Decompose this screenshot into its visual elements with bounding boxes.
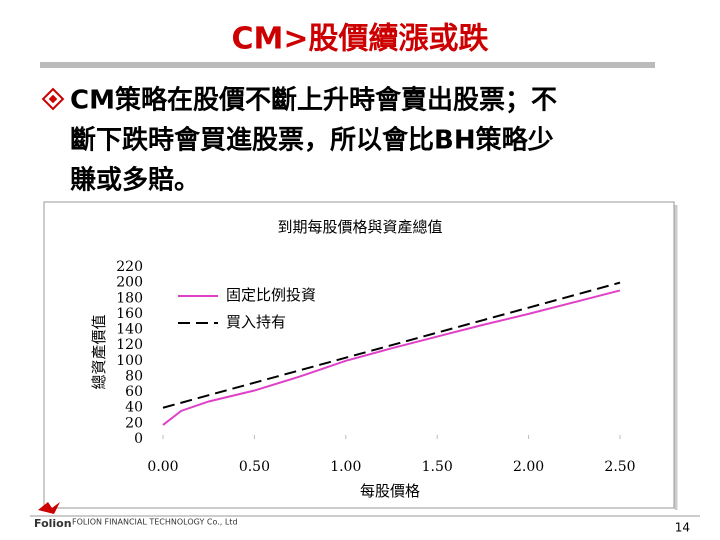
y-tick-label: 40 [125, 400, 143, 416]
y-tick-label: 140 [116, 322, 143, 338]
y-tick-label: 80 [125, 368, 143, 384]
y-tick-label: 220 [116, 259, 143, 275]
chart-title: 到期每股價格與資產總值 [277, 218, 442, 236]
x-tick-label: 1.50 [422, 459, 453, 475]
legend-label: 固定比例投資 [226, 286, 316, 304]
y-tick-label: 60 [125, 384, 143, 400]
x-tick-label: 2.50 [604, 459, 635, 475]
y-tick-label: 0 [134, 431, 143, 447]
company-name: FOLION FINANCIAL TECHNOLOGY Co., Ltd [72, 518, 238, 527]
bullet-line: 斷下跌時會買進股票，所以會比BH策略少 [70, 125, 554, 156]
x-tick-label: 0.50 [239, 459, 270, 475]
slide-title: CM>股價續漲或跌 [231, 22, 488, 57]
bullet-line: 賺或多賠。 [70, 166, 200, 196]
logo-text: Folion [34, 517, 72, 530]
y-tick-label: 180 [116, 290, 143, 306]
x-tick-label: 0.00 [147, 459, 178, 475]
y-tick-label: 100 [116, 353, 143, 369]
x-axis-label: 每股價格 [360, 482, 420, 500]
legend-label: 買入持有 [226, 313, 286, 331]
page-number: 14 [675, 521, 690, 535]
chart-frame [43, 201, 675, 509]
title-underline [40, 62, 655, 68]
bullet-line: CM策略在股價不斷上升時會賣出股票；不 [70, 85, 557, 116]
bullet-icon [41, 87, 65, 111]
x-tick-label: 2.00 [513, 459, 544, 475]
y-tick-label: 200 [116, 275, 143, 291]
y-axis-label: 總資產價值 [90, 314, 108, 389]
series-line [162, 289, 621, 426]
y-tick-label: 160 [116, 306, 143, 322]
series-line [162, 281, 621, 409]
y-tick-label: 120 [116, 337, 143, 353]
x-tick-label: 1.00 [330, 459, 361, 475]
y-tick-label: 20 [125, 415, 143, 431]
logo-icon [38, 502, 60, 514]
